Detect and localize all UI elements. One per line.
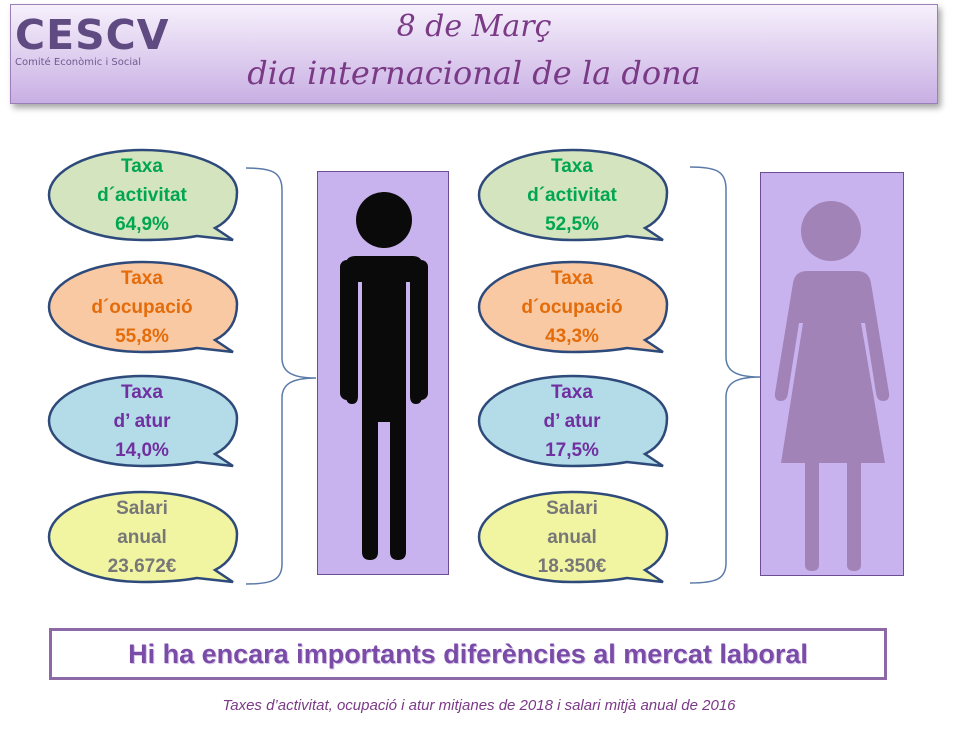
women-activitat-bubble: Taxa d´activitat 52,5% — [477, 146, 677, 244]
cescv-logo: CESCV Comité Econòmic i Social — [15, 13, 169, 68]
bubble-label: d’ atur — [543, 410, 601, 432]
women-atur-bubble: Taxa d’ atur 17,5% — [477, 372, 677, 470]
women-brace — [689, 166, 761, 584]
man-figure-box — [317, 171, 449, 575]
bubble-label: anual — [117, 526, 167, 548]
man-icon — [340, 192, 428, 560]
logo-subtitle: Comité Econòmic i Social — [15, 57, 142, 68]
women-atur-value: 17,5% — [545, 439, 599, 461]
bubble-label: Taxa — [121, 381, 163, 403]
women-activitat-value: 52,5% — [545, 213, 599, 235]
speech-bubble-shape — [477, 490, 669, 584]
speech-bubble-shape — [47, 148, 239, 242]
bubble-label: Taxa — [551, 267, 593, 289]
speech-bubble-shape — [477, 374, 669, 468]
bubble-label: anual — [547, 526, 597, 548]
men-atur-bubble: Taxa d’ atur 14,0% — [47, 372, 247, 470]
speech-bubble-shape — [47, 490, 239, 584]
women-salari-bubble: Salari anual 18.350€ — [477, 488, 677, 586]
men-activitat-bubble: Taxa d´activitat 64,9% — [47, 146, 247, 244]
men-atur-value: 14,0% — [115, 439, 169, 461]
woman-icon — [774, 201, 890, 571]
bubble-label: d´activitat — [527, 184, 617, 206]
woman-figure-box — [760, 172, 904, 576]
bubble-label: Taxa — [551, 381, 593, 403]
men-brace — [245, 167, 317, 585]
men-ocupacio-bubble: Taxa d´ocupació 55,8% — [47, 258, 247, 356]
bubble-label: d´ocupació — [91, 296, 193, 318]
speech-bubble-shape — [47, 260, 239, 354]
header-banner: CESCV Comité Econòmic i Social 8 de Març… — [10, 4, 938, 104]
conclusion-text: Hi ha encara importants diferències al m… — [128, 638, 808, 669]
women-ocupacio-bubble: Taxa d´ocupació 43,3% — [477, 258, 677, 356]
source-footnote: Taxes d’activitat, ocupació i atur mitja… — [222, 697, 736, 714]
women-ocupacio-value: 43,3% — [545, 325, 599, 347]
logo-text: CESCV — [15, 11, 170, 59]
men-salari-value: 23.672€ — [107, 555, 177, 577]
women-salari-value: 18.350€ — [537, 555, 607, 577]
bubble-label: Taxa — [551, 155, 593, 177]
bubble-label: Taxa — [121, 155, 163, 177]
bubble-label: d´ocupació — [521, 296, 623, 318]
men-activitat-value: 64,9% — [115, 213, 169, 235]
speech-bubble-shape — [477, 148, 669, 242]
bubble-label: Taxa — [121, 267, 163, 289]
title-date: 8 de Març — [396, 9, 552, 44]
bubble-label: d´activitat — [97, 184, 187, 206]
men-salari-bubble: Salari anual 23.672€ — [47, 488, 247, 586]
speech-bubble-shape — [477, 260, 669, 354]
bubble-label: d’ atur — [113, 410, 171, 432]
conclusion-banner: Hi ha encara importants diferències al m… — [49, 628, 887, 680]
speech-bubble-shape — [47, 374, 239, 468]
title-subtitle: dia internacional de la dona — [247, 54, 701, 92]
bubble-label: Salari — [116, 497, 168, 519]
bubble-label: Salari — [546, 497, 598, 519]
men-ocupacio-value: 55,8% — [115, 325, 169, 347]
